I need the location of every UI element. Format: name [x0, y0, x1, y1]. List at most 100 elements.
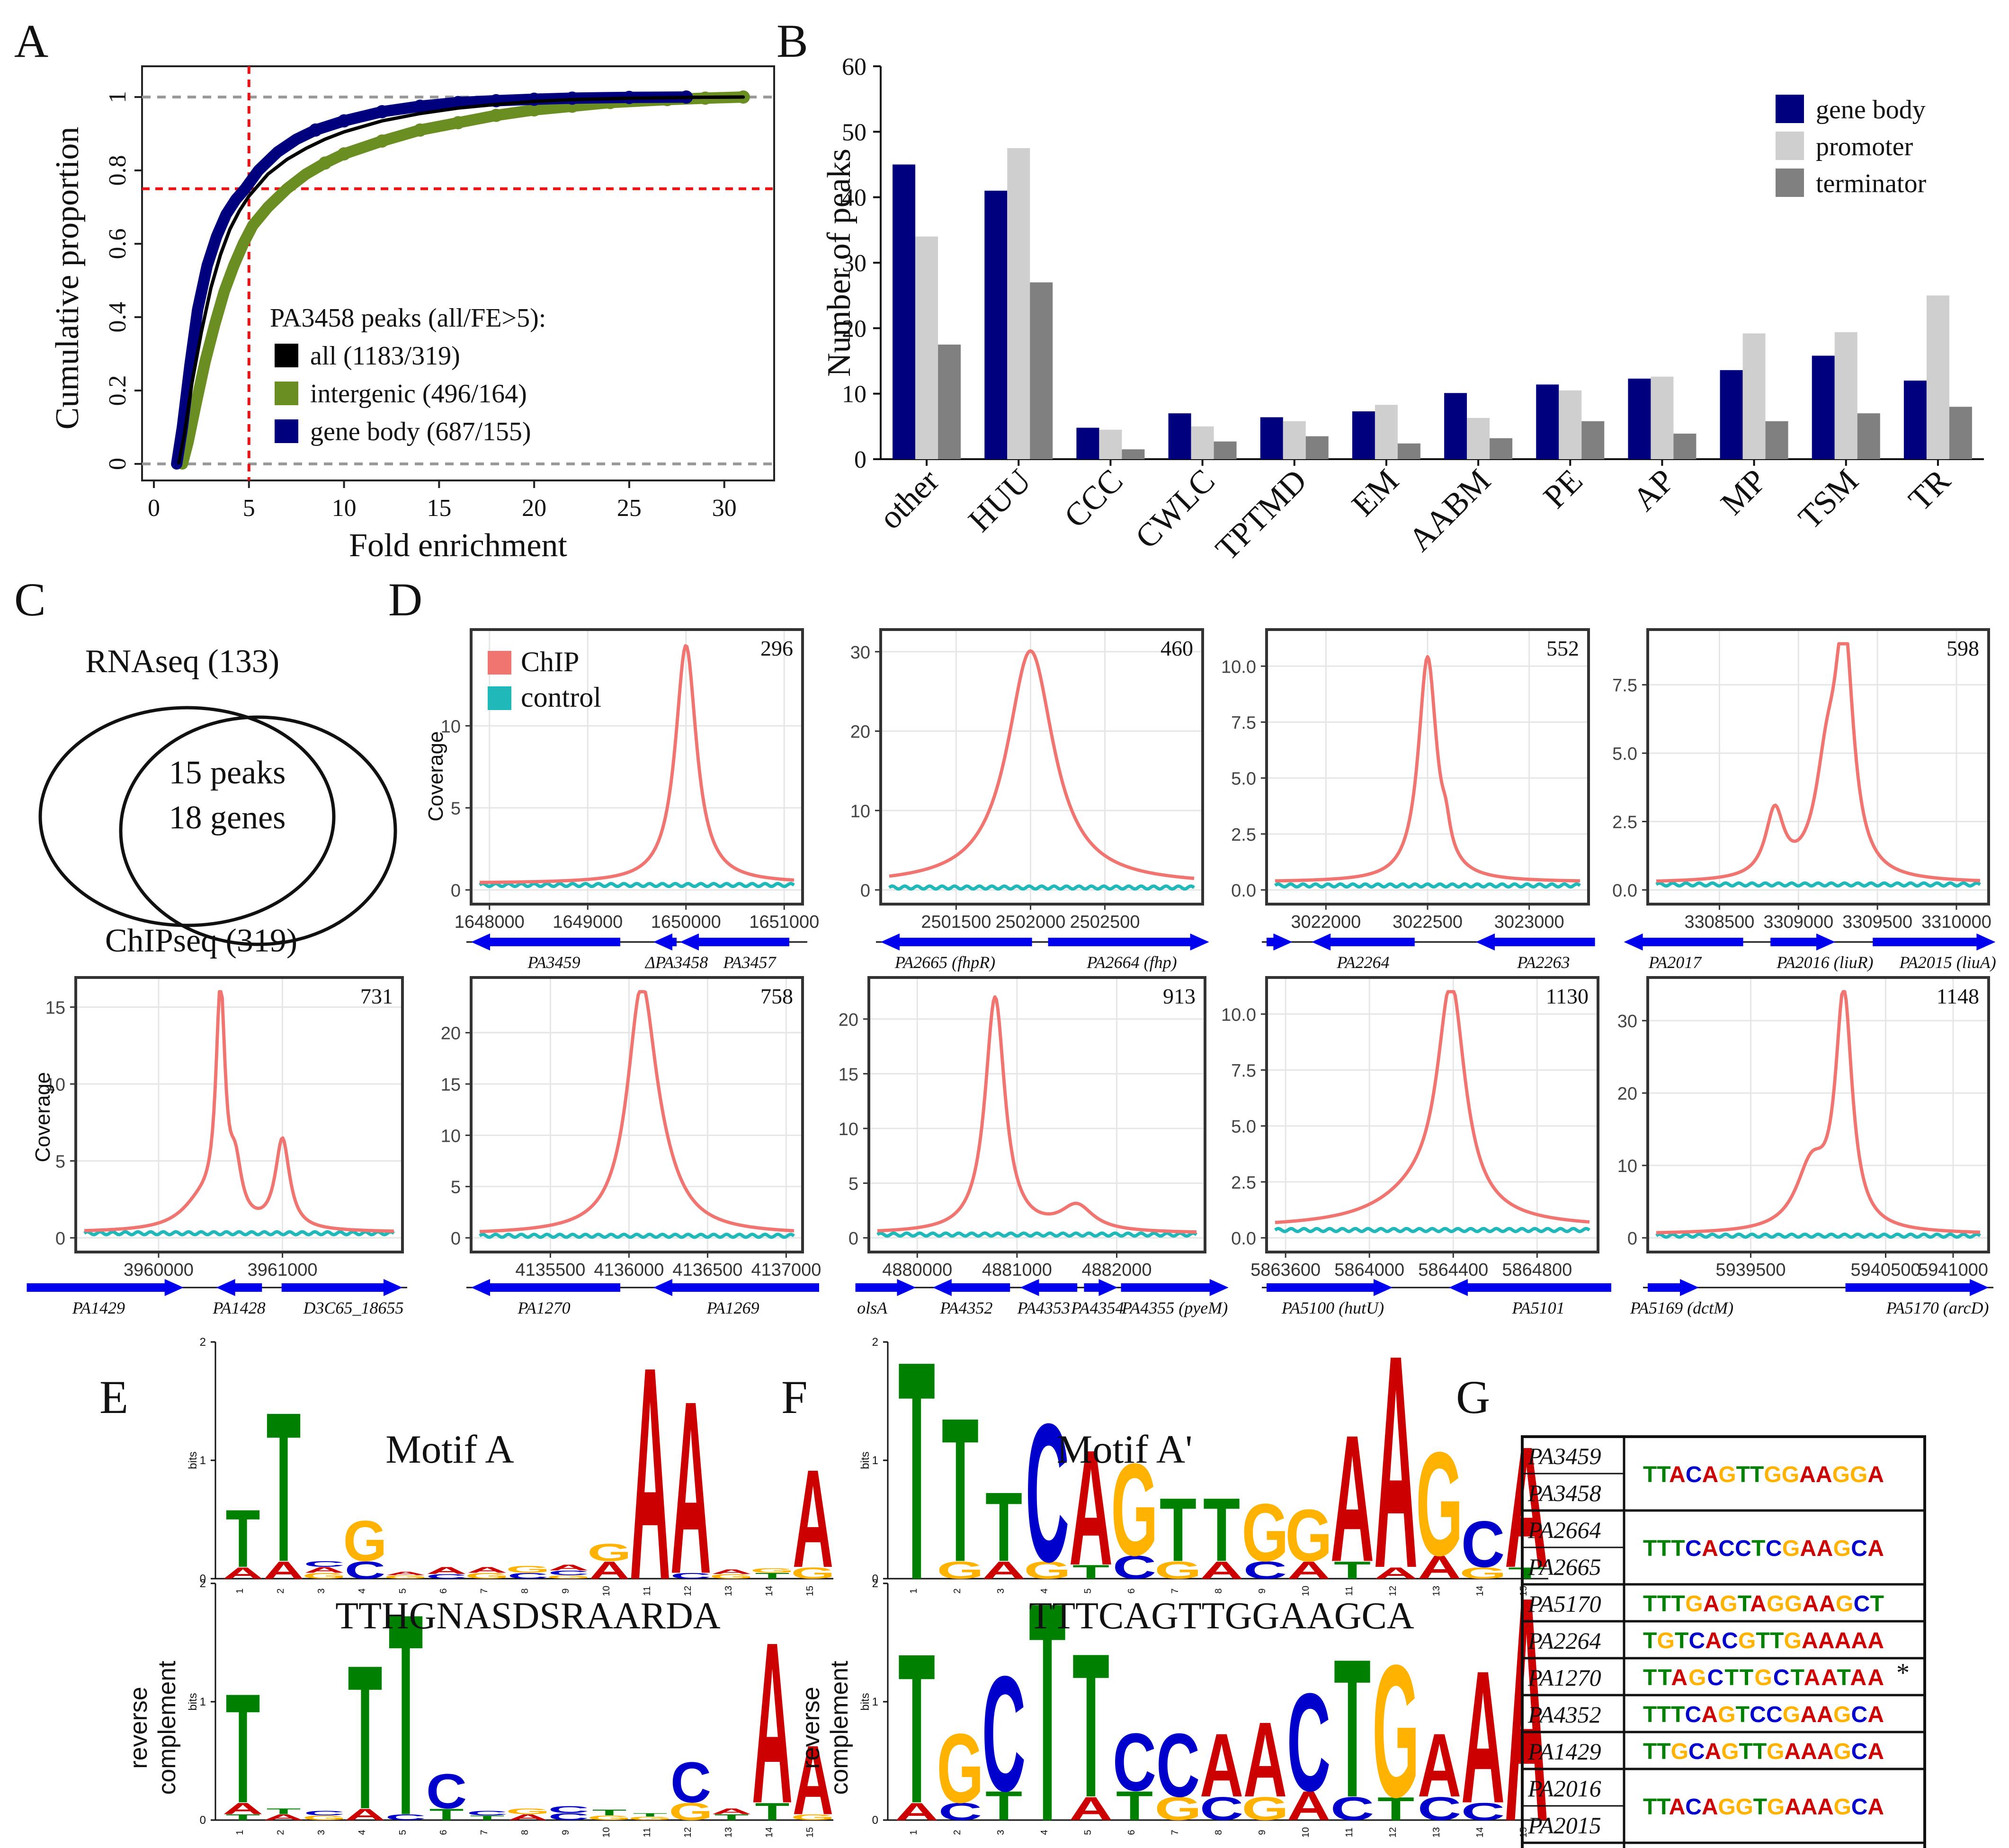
logo-position: 8 — [520, 1830, 530, 1835]
panel-letter-f: F — [781, 1371, 808, 1423]
control-line — [876, 1231, 1197, 1238]
logo-position: 1 — [235, 1830, 245, 1835]
logo-letter-A: A — [670, 1350, 711, 1626]
logo-letter-C: C — [345, 1556, 385, 1584]
logo-letter-A: A — [1069, 1790, 1113, 1827]
logo-letter-A: A — [1287, 1556, 1330, 1584]
x-tick-label: 3309000 — [1763, 912, 1833, 932]
sequence-base: A — [1817, 1739, 1834, 1764]
logo-position: 11 — [642, 1828, 652, 1838]
sequence-base: A — [1784, 1739, 1801, 1764]
panel-letter-c: C — [14, 573, 46, 626]
sequence-base: A — [1669, 1795, 1686, 1820]
x-tick-label: 5864800 — [1502, 1260, 1572, 1280]
logo-position: 3 — [316, 1830, 327, 1835]
bar-gene-body — [1628, 378, 1651, 459]
logo-letter-A: A — [1330, 1398, 1374, 1599]
logo-position: 2 — [952, 1830, 963, 1835]
legend-title: PA3458 peaks (all/FE>5): — [270, 303, 546, 333]
gene-arrow — [653, 933, 677, 951]
logo-letter-G: G — [303, 1572, 347, 1581]
y-tick-label: 2.5 — [1231, 825, 1256, 845]
rc-label: complement — [153, 1661, 181, 1795]
coverage-frame — [470, 628, 804, 906]
bar-gene-body — [984, 190, 1008, 459]
logo-letter-G: G — [791, 1564, 835, 1582]
coverage-frame — [1646, 976, 1990, 1253]
gene-arrow — [471, 1279, 620, 1296]
x-tick-label: 1648000 — [455, 912, 525, 932]
logo-letter-G: G — [628, 1816, 672, 1821]
bar-promoter — [1099, 429, 1122, 459]
gene-label: PA2665 (fhpR) — [894, 953, 995, 972]
logo-letter-A: A — [263, 1556, 304, 1584]
logo-letter-C: C — [1026, 1383, 1069, 1603]
chip-line — [1656, 642, 1981, 883]
logo-letter-C: C — [1330, 1790, 1374, 1827]
logo-letter-A: A — [752, 1595, 793, 1848]
sequence-base: C — [1773, 1665, 1790, 1690]
y-tick-label: 0 — [860, 881, 870, 901]
logo-letter-A: A — [223, 1799, 263, 1818]
x-tick-label: 5941000 — [1918, 1260, 1988, 1280]
sequence-base: T — [1643, 1536, 1657, 1561]
rc-label: reverse — [797, 1687, 825, 1768]
sequence-base: T — [1643, 1795, 1657, 1820]
panel-letter-b: B — [777, 15, 808, 67]
motif-title: Motif A — [385, 1427, 514, 1472]
bar-promoter — [1926, 295, 1949, 459]
sequence-base: A — [1703, 1591, 1720, 1617]
data-point — [451, 96, 465, 109]
logo-tick-label: 0 — [200, 1814, 206, 1827]
chip-line — [1656, 990, 1981, 1235]
sequence-base: A — [1800, 1536, 1817, 1561]
x-tick-label: 30 — [712, 495, 737, 522]
sequence-base: T — [1657, 1591, 1671, 1617]
x-tick-label: AABM — [1402, 462, 1498, 559]
logo-letter-A: A — [1418, 1715, 1461, 1816]
peak-id: 296 — [760, 636, 793, 660]
x-tick-label: MP — [1714, 462, 1774, 522]
sequence-base: T — [1657, 1795, 1670, 1820]
logo-letter-C: C — [508, 1572, 548, 1581]
logo-letter-G: G — [1111, 1436, 1158, 1583]
control-line — [479, 881, 795, 888]
logo-letter-G: G — [588, 1814, 632, 1822]
sequence-base: A — [1785, 1795, 1802, 1820]
sequence-base: T — [1643, 1702, 1657, 1727]
y-tick-label: 0 — [848, 1229, 858, 1249]
y-tick-label: 20 — [850, 722, 870, 742]
logo-letter-C: C — [548, 1811, 589, 1822]
logo-letter-T: T — [1160, 1480, 1196, 1581]
sequence-base: T — [1738, 1591, 1751, 1617]
logo-letter-T: T — [1334, 1556, 1371, 1584]
data-point — [413, 123, 427, 137]
bar-promoter — [1559, 390, 1582, 459]
logo-letter-T: T — [1334, 1618, 1371, 1839]
logo-position: 10 — [1301, 1827, 1311, 1838]
y-tick-label: 20 — [839, 1010, 858, 1030]
gene-arrow — [881, 933, 1032, 951]
coverage-frame — [470, 976, 804, 1253]
data-point — [489, 108, 503, 122]
legend-swatch — [275, 344, 298, 367]
table-row: PA4352 TTTCAGTCCGAAGCA — [1527, 1701, 1884, 1728]
bar-terminator — [1397, 443, 1420, 459]
sequence-base: T — [1675, 1628, 1689, 1653]
gene-name: PA3459 — [1527, 1443, 1601, 1469]
legend-swatch — [1776, 95, 1804, 123]
x-tick-label: 3960000 — [124, 1260, 194, 1280]
logo-letter-T: T — [470, 1814, 505, 1822]
gene-arrow — [680, 933, 789, 951]
logo-letter-T: T — [1377, 1790, 1414, 1827]
y-tick-label: 5 — [451, 799, 461, 819]
data-point — [337, 147, 351, 161]
sequence-base: G — [1836, 1591, 1854, 1617]
x-tick-label: 25 — [617, 495, 642, 522]
sequence-base: A — [1867, 1536, 1884, 1561]
data-point — [413, 99, 427, 113]
logo-position: 1 — [909, 1588, 919, 1593]
logo-letter-A: A — [345, 1805, 385, 1823]
logo-position: 1 — [909, 1830, 919, 1835]
logo-letter-A: A — [1200, 1556, 1243, 1584]
